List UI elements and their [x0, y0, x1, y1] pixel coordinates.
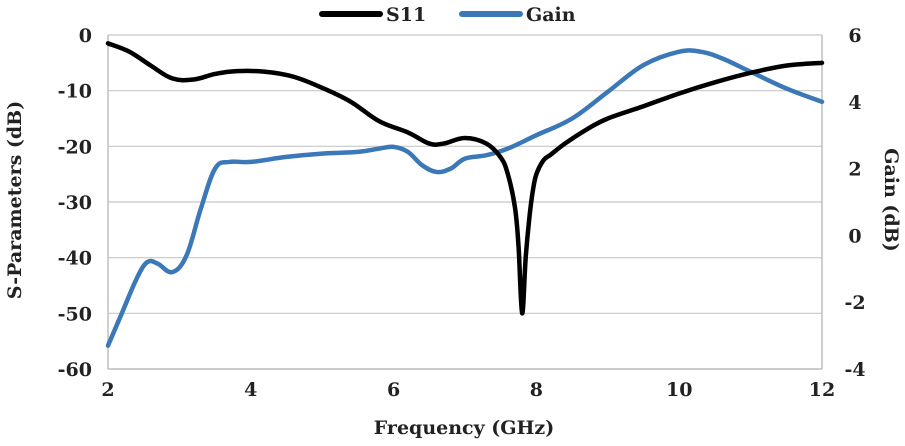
y-tick-label: -20	[58, 136, 92, 158]
series-layer	[105, 41, 825, 348]
y-axis-title: S-Parameters (dB)	[4, 101, 26, 299]
y-tick-label: -40	[58, 248, 92, 270]
x-axis-title: Frequency (GHz)	[374, 417, 554, 439]
series-line-s11	[105, 41, 825, 316]
legend: S11 Gain	[319, 4, 576, 26]
y2-tick-label: -4	[844, 359, 865, 381]
x-tick-label: 6	[387, 379, 400, 401]
y-tick-label: -50	[58, 303, 92, 325]
y2-tick-label: 2	[848, 159, 861, 181]
x-tick-label: 8	[530, 379, 543, 401]
x-tick-label: 12	[809, 379, 835, 401]
series-line-gain	[105, 48, 825, 348]
x-tick-label: 10	[666, 379, 692, 401]
y2-tick-label: -2	[844, 292, 865, 314]
grid	[108, 34, 822, 370]
y2-tick-label: 0	[848, 225, 861, 247]
y-tick-label: -60	[58, 359, 92, 381]
x-tick-labels: 2 4 6 8 10 12	[101, 379, 835, 401]
y-tick-label: 0	[79, 25, 92, 47]
y-tick-labels: 0 -10 -20 -30 -40 -50 -60	[58, 25, 92, 381]
legend-label-gain: Gain	[526, 4, 576, 26]
y-tick-label: -10	[58, 81, 92, 103]
y2-axis-title: Gain (dB)	[880, 148, 902, 252]
legend-label-s11: S11	[386, 4, 426, 26]
axes	[107, 35, 823, 370]
x-tick-label: 2	[101, 379, 114, 401]
y-tick-label: -30	[58, 192, 92, 214]
y2-tick-label: 6	[848, 25, 861, 47]
y2-tick-labels: 6 4 2 0 -2 -4	[844, 25, 865, 381]
x-tick-label: 4	[244, 379, 257, 401]
y2-tick-label: 4	[848, 92, 861, 114]
